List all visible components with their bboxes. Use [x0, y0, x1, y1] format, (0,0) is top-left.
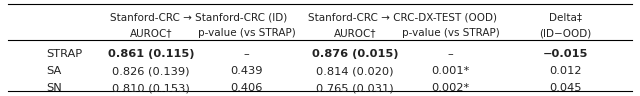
Text: AUROC†: AUROC†	[334, 28, 376, 38]
Text: –: –	[244, 49, 250, 59]
Text: −0.015: −0.015	[543, 49, 588, 59]
Text: Stanford-CRC → Stanford-CRC (ID): Stanford-CRC → Stanford-CRC (ID)	[110, 12, 287, 22]
Text: 0.876 (0.015): 0.876 (0.015)	[312, 49, 398, 59]
Text: 0.439: 0.439	[230, 66, 263, 76]
Text: (ID−OOD): (ID−OOD)	[540, 28, 591, 38]
Text: 0.765 (0.031): 0.765 (0.031)	[316, 83, 394, 93]
Text: STRAP: STRAP	[46, 49, 82, 59]
Text: 0.406: 0.406	[230, 83, 263, 93]
Text: 0.861 (0.115): 0.861 (0.115)	[108, 49, 195, 59]
Text: 0.001*: 0.001*	[431, 66, 470, 76]
Text: p-value (vs STRAP): p-value (vs STRAP)	[198, 28, 296, 38]
Text: p-value (vs STRAP): p-value (vs STRAP)	[402, 28, 499, 38]
Text: SN: SN	[46, 83, 61, 93]
Text: 0.814 (0.020): 0.814 (0.020)	[316, 66, 394, 76]
Text: –: –	[448, 49, 454, 59]
Text: 0.002*: 0.002*	[431, 83, 470, 93]
Text: 0.012: 0.012	[549, 66, 582, 76]
Text: Stanford-CRC → CRC-DX-TEST (OOD): Stanford-CRC → CRC-DX-TEST (OOD)	[308, 12, 497, 22]
Text: 0.810 (0.153): 0.810 (0.153)	[112, 83, 190, 93]
Text: 0.045: 0.045	[549, 83, 582, 93]
Text: AUROC†: AUROC†	[130, 28, 172, 38]
Text: Delta‡: Delta‡	[549, 12, 582, 22]
Text: SA: SA	[46, 66, 61, 76]
Text: 0.826 (0.139): 0.826 (0.139)	[113, 66, 190, 76]
